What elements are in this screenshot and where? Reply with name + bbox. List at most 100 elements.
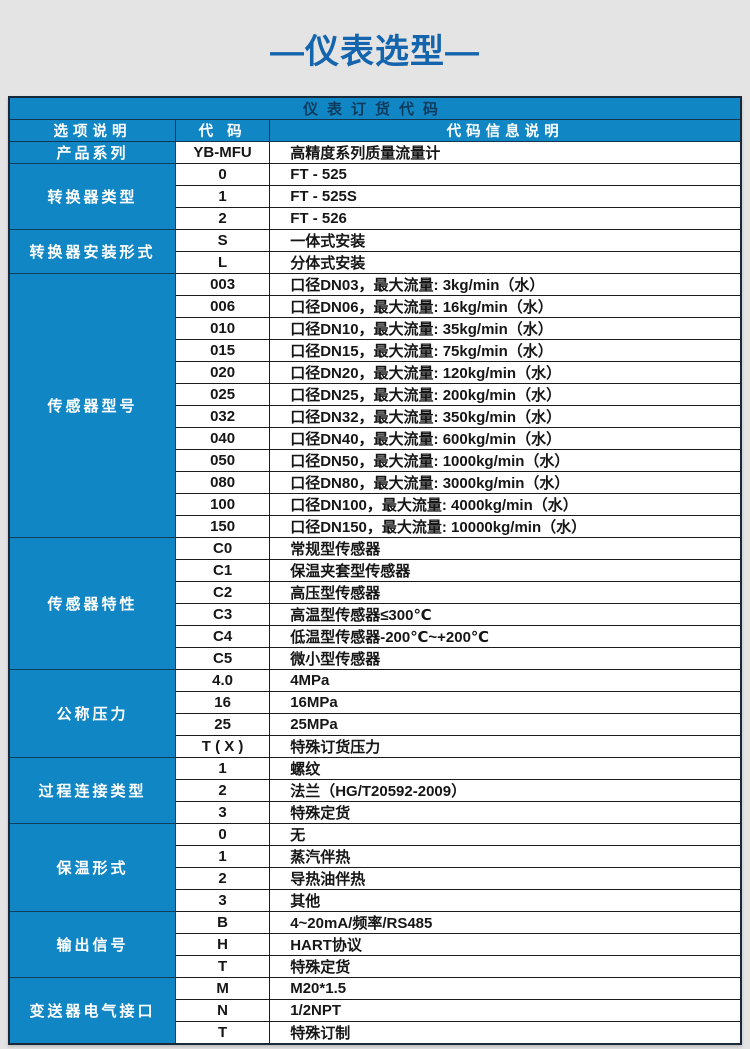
description-cell: 特殊订货压力 <box>269 735 742 758</box>
code-cell: C3 <box>174 603 271 626</box>
description-cell: 无 <box>269 823 742 846</box>
table-row: 040 口径DN40，最大流量: 600kg/min（水） <box>9 427 742 450</box>
description-cell: 高精度系列质量流量计 <box>269 141 742 164</box>
code-cell: B <box>174 911 271 934</box>
code-cell: M <box>174 977 271 1000</box>
table-row: T 特殊订制 <box>9 1021 742 1045</box>
table-title: 仪表订货代码 <box>8 96 742 120</box>
table-row: 25 25MPa <box>9 713 742 736</box>
code-cell: 040 <box>174 427 271 450</box>
table-row: 保温形式 0 无 <box>8 823 742 912</box>
code-cell: 100 <box>174 493 271 516</box>
table-row: 006 口径DN06，最大流量: 16kg/min（水） <box>9 295 742 318</box>
table-row: C4 低温型传感器-200℃~+200℃ <box>9 625 742 648</box>
column-header-description: 代码信息说明 <box>269 119 742 142</box>
code-cell: 080 <box>174 471 271 494</box>
description-cell: 口径DN40，最大流量: 600kg/min（水） <box>269 427 742 450</box>
code-cell: 0 <box>174 823 271 846</box>
description-cell: 口径DN15，最大流量: 75kg/min（水） <box>269 339 742 362</box>
group-label: 过程连接类型 <box>8 757 176 824</box>
group-label: 保温形式 <box>8 823 176 912</box>
description-cell: 保温夹套型传感器 <box>269 559 742 582</box>
description-cell: 常规型传感器 <box>269 537 742 560</box>
code-cell: 4.0 <box>174 669 271 692</box>
code-cell: 020 <box>174 361 271 384</box>
table-row: 16 16MPa <box>9 691 742 714</box>
code-cell: 2 <box>174 779 271 802</box>
table-row: 150 口径DN150，最大流量: 10000kg/min（水） <box>9 515 742 538</box>
code-cell: 16 <box>174 691 271 714</box>
table-row: 产品系列 YB-MFU 高精度系列质量流量计 <box>8 141 742 164</box>
table-row: 2 导热油伴热 <box>9 867 742 890</box>
group-label: 公称压力 <box>8 669 176 758</box>
code-cell: 3 <box>174 889 271 912</box>
code-cell: C4 <box>174 625 271 648</box>
group-label: 变送器电气接口 <box>8 977 176 1045</box>
code-cell: 1 <box>174 845 271 868</box>
table-row: 传感器特性 C0 常规型传感器 <box>8 537 742 670</box>
description-cell: 高温型传感器≤300℃ <box>269 603 742 626</box>
group-label: 传感器型号 <box>8 273 176 538</box>
table-row: T 特殊定货 <box>9 955 742 978</box>
code-cell: 25 <box>174 713 271 736</box>
description-cell: 特殊定货 <box>269 955 742 978</box>
table-row: 公称压力 4.0 4MPa <box>8 669 742 758</box>
page-header: —仪表选型— <box>0 0 750 96</box>
description-cell: 口径DN10，最大流量: 35kg/min（水） <box>269 317 742 340</box>
description-cell: 高压型传感器 <box>269 581 742 604</box>
description-cell: 特殊定货 <box>269 801 742 824</box>
group-label: 传感器特性 <box>8 537 176 670</box>
description-cell: 分体式安装 <box>269 251 742 274</box>
table-row: 转换器安装形式 S 一体式安装 <box>8 229 742 274</box>
code-cell: 010 <box>174 317 271 340</box>
code-cell: N <box>174 999 271 1022</box>
description-cell: 口径DN50，最大流量: 1000kg/min（水） <box>269 449 742 472</box>
description-cell: HART协议 <box>269 933 742 956</box>
page-title: —仪表选型— <box>270 32 480 71</box>
description-cell: FT - 525S <box>269 185 742 208</box>
description-cell: 口径DN100，最大流量: 4000kg/min（水） <box>269 493 742 516</box>
description-cell: M20*1.5 <box>269 977 742 1000</box>
code-cell: C1 <box>174 559 271 582</box>
code-cell: 0 <box>174 163 271 186</box>
code-cell: 3 <box>174 801 271 824</box>
table-row: 015 口径DN15，最大流量: 75kg/min（水） <box>9 339 742 362</box>
description-cell: 法兰（HG/T20592-2009） <box>269 779 742 802</box>
code-cell: 050 <box>174 449 271 472</box>
code-cell: C2 <box>174 581 271 604</box>
description-cell: 4~20mA/频率/RS485 <box>269 911 742 934</box>
description-cell: 口径DN32，最大流量: 350kg/min（水） <box>269 405 742 428</box>
table-title-row: 仪表订货代码 <box>8 96 742 120</box>
table-row: 变送器电气接口 M M20*1.5 <box>8 977 742 1045</box>
code-cell: 1 <box>174 757 271 780</box>
code-cell: T <box>174 955 271 978</box>
description-cell: 16MPa <box>269 691 742 714</box>
description-cell: 导热油伴热 <box>269 867 742 890</box>
description-cell: 1/2NPT <box>269 999 742 1022</box>
group-label: 产品系列 <box>8 141 176 164</box>
code-cell: YB-MFU <box>174 141 271 164</box>
code-cell: 015 <box>174 339 271 362</box>
table-row: 输出信号 B 4~20mA/频率/RS485 <box>8 911 742 978</box>
description-cell: 一体式安装 <box>269 229 742 252</box>
code-cell: H <box>174 933 271 956</box>
table-row: 传感器型号 003 口径DN03，最大流量: 3kg/min（水） <box>8 273 742 538</box>
column-header-code: 代 码 <box>174 119 271 142</box>
code-cell: 025 <box>174 383 271 406</box>
table-row: N 1/2NPT <box>9 999 742 1022</box>
code-cell: L <box>174 251 271 274</box>
table-row: C3 高温型传感器≤300℃ <box>9 603 742 626</box>
table-row: 转换器类型 0 FT - 525 <box>8 163 742 230</box>
description-cell: 螺纹 <box>269 757 742 780</box>
table-row: C2 高压型传感器 <box>9 581 742 604</box>
description-cell: 口径DN25，最大流量: 200kg/min（水） <box>269 383 742 406</box>
table-row: 020 口径DN20，最大流量: 120kg/min（水） <box>9 361 742 384</box>
description-cell: 25MPa <box>269 713 742 736</box>
code-cell: 006 <box>174 295 271 318</box>
description-cell: FT - 525 <box>269 163 742 186</box>
code-cell: 032 <box>174 405 271 428</box>
description-cell: 特殊订制 <box>269 1021 742 1045</box>
group-label: 转换器类型 <box>8 163 176 230</box>
code-cell: C5 <box>174 647 271 670</box>
description-cell: 口径DN20，最大流量: 120kg/min（水） <box>269 361 742 384</box>
